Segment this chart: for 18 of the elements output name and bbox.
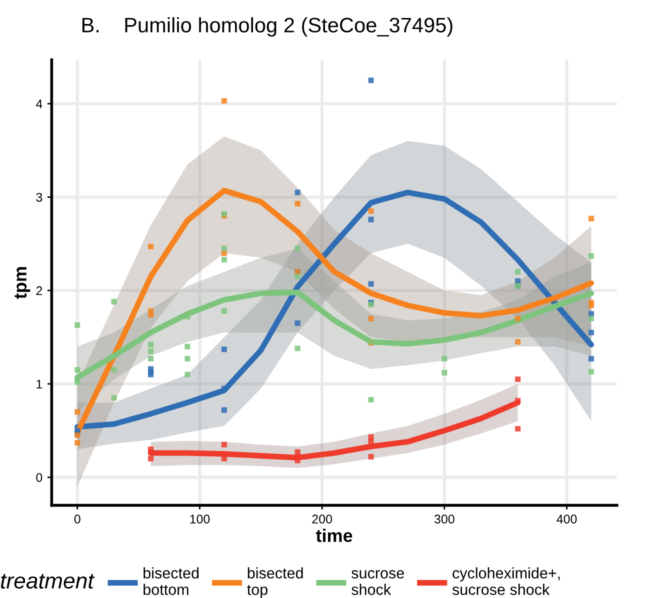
y-tick-label: 4 <box>36 100 42 108</box>
legend-title: treatment <box>1 574 95 589</box>
legend-label: bisected top <box>247 567 303 598</box>
legend-label: cycloheximide+, sucrose shock <box>452 567 560 595</box>
y-tick-label: 2 <box>36 286 42 296</box>
x-tick-label: 300 <box>434 514 454 524</box>
y-tick-label: 0 <box>36 473 42 482</box>
y-tick-label: 3 <box>36 192 42 202</box>
y-tick-label: 1 <box>36 380 42 388</box>
y-axis-title: tpm <box>14 267 30 299</box>
legend-label: bisected bottom <box>144 567 199 595</box>
x-tick-label: 100 <box>190 514 210 524</box>
chart-title: B. Pumilio homolog 2 (SteCoe_37495) <box>82 17 452 37</box>
x-axis-title: time <box>316 528 352 542</box>
x-tick-label: 0 <box>74 514 80 524</box>
x-tick-label: 400 <box>556 514 577 524</box>
x-tick-label: 200 <box>312 514 332 524</box>
legend-label: sucrose shock <box>352 570 404 595</box>
